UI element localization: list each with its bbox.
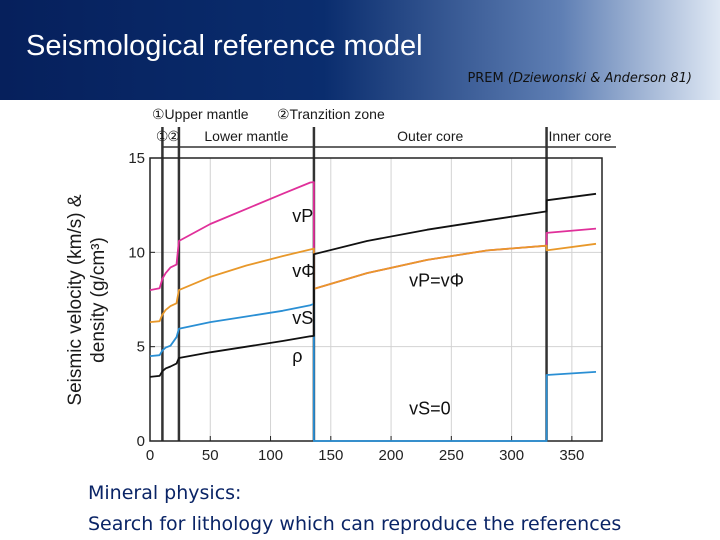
x-tick-label: 350 xyxy=(559,447,584,464)
model-reference: PREM (Dziewonski & Anderson 81) xyxy=(467,71,692,86)
x-tick-label: 50 xyxy=(202,447,219,464)
model-name: PREM xyxy=(467,71,504,86)
y-axis-label-line-2: density (g/cm³) xyxy=(88,237,109,363)
curve-label-vpvphi: vP=vΦ xyxy=(409,270,464,290)
x-tick-label: 100 xyxy=(258,447,283,464)
x-tick-label: 250 xyxy=(439,447,464,464)
caption-line-1: Mineral physics: xyxy=(88,482,242,504)
slide-title: Seismological reference model xyxy=(26,30,423,62)
series-line-rho xyxy=(149,192,597,378)
slide-caption: Mineral physics: Search for lithology wh… xyxy=(88,478,621,540)
x-tick-label: 200 xyxy=(379,447,404,464)
curve-label-vphi: vΦ xyxy=(292,261,315,281)
seismic-profile-chart: ①Upper mantle ②Tranzition zone ①② Lower man… xyxy=(65,106,616,464)
curve-label-vs: vS xyxy=(292,308,313,328)
zone-label-trans: ②Tranzition zone xyxy=(277,106,385,122)
zone-label-inner: Inner core xyxy=(549,128,612,144)
title-banner: Seismological reference model PREM (Dzie… xyxy=(0,0,720,100)
y-tick-label: 0 xyxy=(137,433,145,450)
series-line-vs xyxy=(149,302,597,442)
y-tick-label: 10 xyxy=(128,244,145,261)
plot-frame xyxy=(149,157,603,442)
curve-label-rho: ρ xyxy=(292,346,302,366)
zone-label-m1: ① xyxy=(156,128,169,144)
model-citation: (Dziewonski & Anderson 81) xyxy=(507,71,692,86)
curve-label-vp: vP xyxy=(292,206,313,226)
zone-label-upper: ①Upper mantle xyxy=(152,106,249,122)
y-axis-label-line-1: Seismic velocity (km/s) & xyxy=(65,194,86,405)
series-line-vphi xyxy=(149,242,597,323)
curve-label-vs0: vS=0 xyxy=(409,399,451,419)
x-tick-label: 0 xyxy=(146,447,154,464)
y-tick-label: 15 xyxy=(128,150,145,167)
zone-label-lower: Lower mantle xyxy=(204,128,288,144)
y-tick-label: 5 xyxy=(137,339,145,356)
x-tick-label: 150 xyxy=(318,447,343,464)
zone-label-m2: ② xyxy=(167,128,180,144)
caption-line-2: Search for lithology which can reproduce… xyxy=(88,513,622,535)
zone-label-outer: Outer core xyxy=(397,128,463,144)
x-tick-label: 300 xyxy=(499,447,524,464)
